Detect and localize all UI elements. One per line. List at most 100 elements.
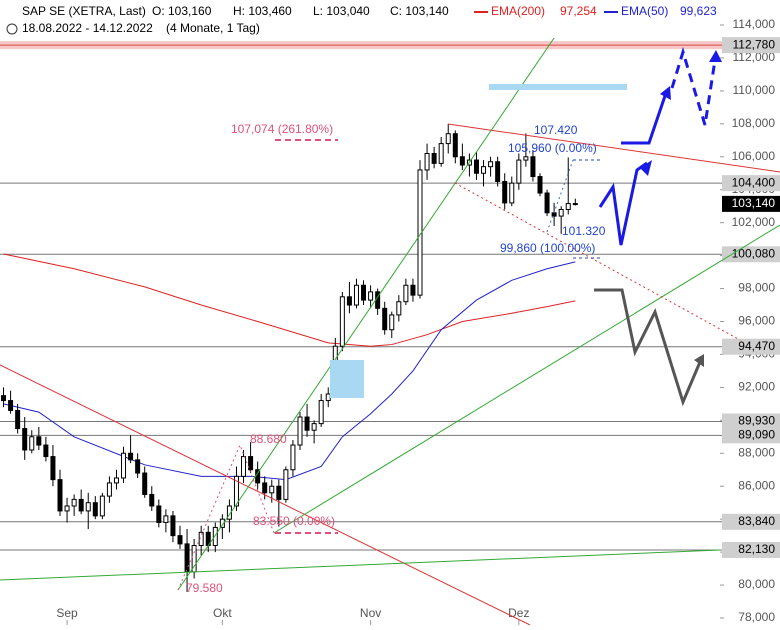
annotation: 107,074 (261.80%) xyxy=(231,122,333,136)
candle-body xyxy=(452,133,458,158)
candle-body xyxy=(389,314,395,331)
candle-body xyxy=(523,156,529,161)
candle-body xyxy=(438,143,444,164)
candle-body xyxy=(572,203,578,206)
candle-body xyxy=(8,400,14,411)
candle-body xyxy=(339,296,345,347)
candle-body xyxy=(537,176,543,194)
candle-body xyxy=(473,159,479,174)
candle-body xyxy=(50,456,56,481)
level-label: 89,930 xyxy=(738,414,775,428)
y-tick-label: 88,000 xyxy=(738,445,775,459)
y-tick-label: 98,000 xyxy=(738,281,775,295)
candle-body xyxy=(106,482,112,497)
ohlc-low: L: 103,040 xyxy=(313,4,370,18)
level-box xyxy=(722,513,780,530)
arrow-head xyxy=(694,354,704,367)
candle-body xyxy=(29,436,35,451)
candle-body xyxy=(99,495,105,517)
candle-body xyxy=(149,493,155,507)
candle-body xyxy=(488,161,494,168)
candle-body xyxy=(219,518,225,528)
zone xyxy=(489,84,627,90)
candle-body xyxy=(530,156,536,178)
candle-body xyxy=(128,452,134,461)
level-label: 89,090 xyxy=(738,427,775,441)
candle-body xyxy=(297,416,303,446)
candle-body xyxy=(565,203,571,210)
candle-body xyxy=(424,152,430,171)
level-box xyxy=(722,37,780,54)
annotation: 105,960 (0.00%) xyxy=(508,141,597,155)
candle-body xyxy=(135,459,141,474)
candle-body xyxy=(121,452,127,479)
candle-body xyxy=(558,208,564,217)
candle-body xyxy=(403,284,409,303)
period: 18.08.2022 - 14.12.2022 xyxy=(22,21,153,35)
level-box xyxy=(722,246,780,263)
candle-body xyxy=(382,307,388,331)
candle-body xyxy=(142,472,148,495)
span: (4 Monate, 1 Tag) xyxy=(166,21,260,35)
candle-body xyxy=(156,505,162,523)
candle-body xyxy=(396,301,402,316)
x-tick-label: Nov xyxy=(360,606,381,620)
level-box xyxy=(722,338,780,355)
legend-label: EMA(200) xyxy=(491,4,545,18)
fib-line xyxy=(177,443,275,591)
header-bg xyxy=(0,0,650,38)
candle-body xyxy=(78,498,84,512)
candle-body xyxy=(198,531,204,547)
candle-body xyxy=(410,284,416,296)
ohlc-close: C: 103,140 xyxy=(390,4,449,18)
y-tick-label: 110,000 xyxy=(733,83,776,97)
x-tick-label: Okt xyxy=(213,606,232,620)
candle-body xyxy=(248,456,254,471)
level-box xyxy=(722,427,780,444)
title: SAP SE (XETRA, Last) xyxy=(22,4,146,18)
candle-body xyxy=(445,133,451,145)
candle-body xyxy=(509,182,515,204)
y-tick-label: 112,000 xyxy=(733,50,776,64)
annotation: 101.320 xyxy=(562,224,606,238)
plot: 78,00080,00082,00084,00086,00088,00090,0… xyxy=(0,17,780,625)
level-box xyxy=(722,541,780,558)
candle-body xyxy=(1,395,7,402)
annotation: 99,860 (100.00%) xyxy=(500,241,595,255)
trend-line xyxy=(454,182,741,341)
ema-line xyxy=(3,253,576,347)
candle-body xyxy=(304,416,310,431)
candle-body xyxy=(269,485,275,494)
ohlc-open: O: 103,160 xyxy=(152,4,212,18)
level-label: 94,470 xyxy=(738,339,775,353)
candle-body xyxy=(290,444,296,471)
y-tick-label: 80,000 xyxy=(738,577,775,591)
candle-body xyxy=(177,535,183,545)
candle-body xyxy=(325,393,331,402)
x-tick-label: Sep xyxy=(56,606,78,620)
candle-body xyxy=(431,152,437,164)
last-price-box xyxy=(722,195,780,212)
y-tick-label: 78,000 xyxy=(738,610,775,624)
ema-line xyxy=(3,261,576,481)
candle-body xyxy=(92,502,98,517)
candle-body xyxy=(170,515,176,537)
level-label: 82,130 xyxy=(738,542,775,556)
candle-body xyxy=(283,469,289,500)
candle-body xyxy=(22,428,28,451)
legend-label: EMA(50) xyxy=(621,4,668,18)
level-box xyxy=(722,413,780,430)
candle-body xyxy=(163,515,169,523)
annotations: 107,074 (261.80%) 107.420 105,960 (0.00%… xyxy=(186,122,606,595)
annotation: 79.580 xyxy=(186,581,223,595)
y-tick-label: 106,000 xyxy=(732,149,776,163)
candle-body xyxy=(318,400,324,425)
annotation: 88.680 xyxy=(250,432,287,446)
candle-body xyxy=(64,505,70,512)
arrow-head xyxy=(709,50,722,62)
candle-body xyxy=(113,477,119,484)
trend-line xyxy=(0,549,721,581)
candle-body xyxy=(368,291,374,301)
